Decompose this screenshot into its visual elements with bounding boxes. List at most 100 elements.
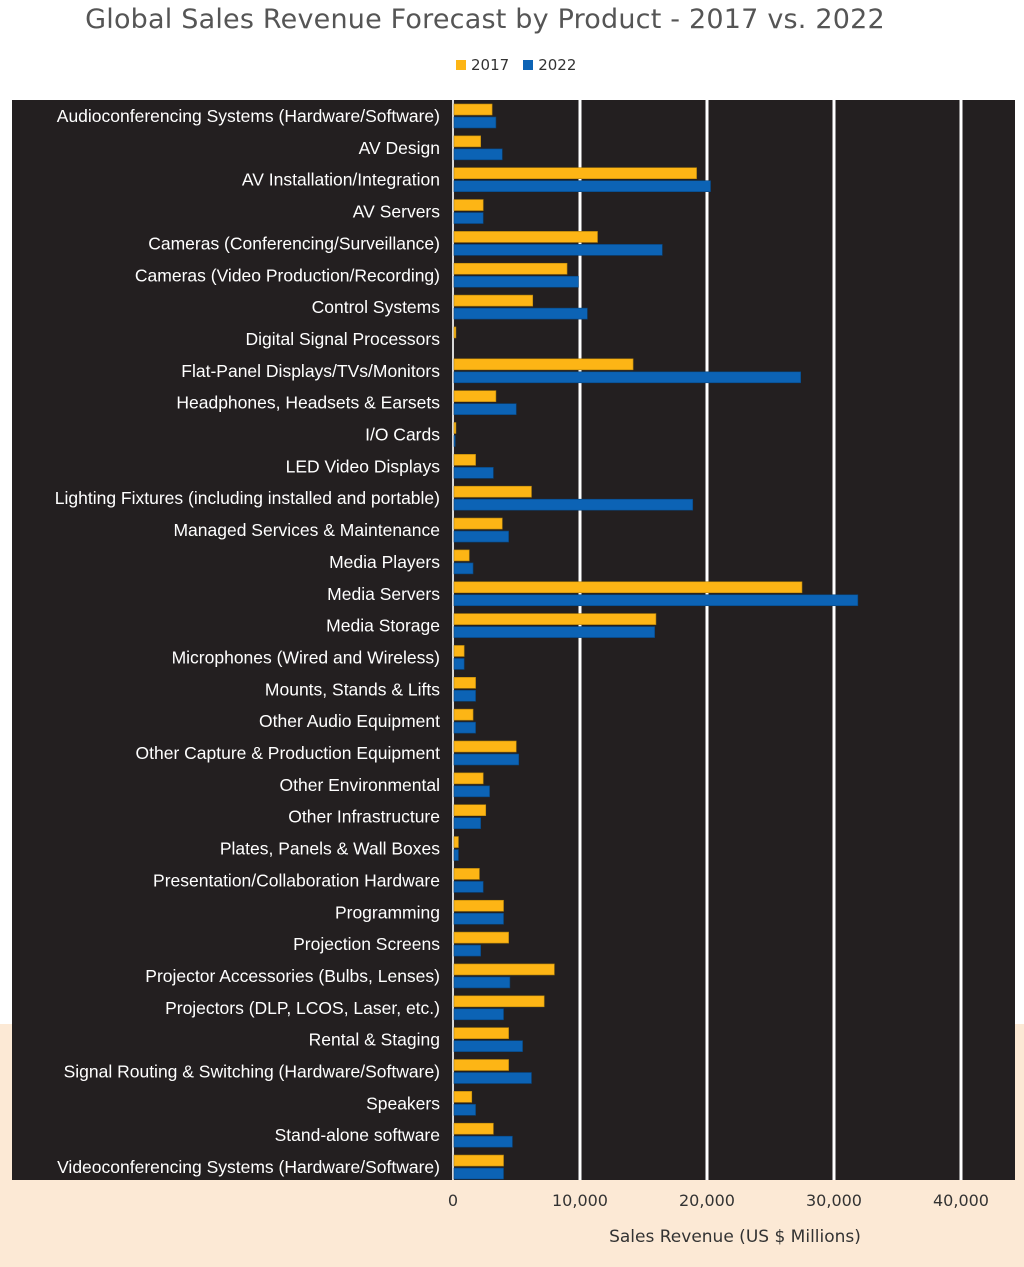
bar-2022 [453, 1072, 532, 1084]
legend-item-2017: 2017 [456, 56, 509, 74]
bar-2022 [453, 307, 588, 320]
category-label: Media Servers [327, 584, 440, 604]
category-label: Media Storage [326, 616, 440, 636]
bar-2017 [453, 1059, 509, 1071]
category-label: Audioconferencing Systems (Hardware/Soft… [57, 106, 440, 126]
bar-2022 [453, 467, 494, 479]
bar-2017 [453, 167, 697, 179]
bar-2022 [453, 275, 579, 288]
category-label: AV Installation/Integration [242, 170, 440, 190]
bar-2022 [453, 530, 509, 543]
bar-2022 [453, 881, 484, 893]
bar-2022 [453, 594, 859, 607]
category-label: Presentation/Collaboration Hardware [153, 870, 440, 890]
legend-swatch-2022 [523, 60, 534, 70]
category-label: Projection Screens [293, 934, 440, 954]
bar-2017 [453, 836, 459, 848]
category-label: Flat-Panel Displays/TVs/Monitors [181, 361, 440, 381]
bar-2022 [453, 116, 497, 129]
category-label: Managed Services & Maintenance [173, 520, 440, 540]
x-tick-label: 40,000 [933, 1191, 989, 1210]
bar-2017 [453, 931, 509, 944]
category-label: Other Environmental [280, 775, 441, 795]
bar-2017 [453, 676, 476, 689]
category-label: Control Systems [312, 297, 441, 317]
bar-2022 [453, 212, 484, 224]
category-label: I/O Cards [365, 425, 440, 445]
bar-2017 [453, 995, 545, 1008]
category-label: Projectors (DLP, LCOS, Laser, etc.) [165, 998, 440, 1018]
category-label: Media Players [329, 552, 440, 572]
category-label: Mounts, Stands & Lifts [265, 679, 440, 699]
bar-2022 [453, 944, 481, 957]
bar-2017 [453, 708, 474, 721]
x-tick-label: 20,000 [679, 1191, 735, 1210]
bar-2022 [453, 498, 694, 511]
bar-2017 [453, 549, 470, 562]
category-label: Cameras (Conferencing/Surveillance) [148, 233, 440, 253]
legend-label-2022: 2022 [538, 56, 577, 74]
x-axis-title: Sales Revenue (US $ Millions) [609, 1227, 861, 1247]
category-label: Lighting Fixtures (including installed a… [55, 488, 440, 508]
bar-2022 [453, 689, 476, 702]
x-tick-label: 10,000 [552, 1191, 608, 1210]
bar-2022 [453, 562, 474, 575]
bar-2017 [453, 454, 476, 466]
bar-2022 [453, 180, 711, 192]
bar-2017 [453, 1122, 494, 1135]
legend-swatch-2017 [456, 60, 466, 70]
bar-2017 [453, 1154, 504, 1167]
bar-2017 [453, 581, 803, 594]
chart-title: Global Sales Revenue Forecast by Product… [85, 4, 885, 35]
bar-2022 [453, 658, 465, 670]
bar-2022 [453, 785, 490, 798]
category-label: Rental & Staging [309, 1030, 440, 1050]
category-label: AV Servers [353, 202, 440, 222]
bar-2017 [453, 772, 484, 785]
bar-2017 [453, 1091, 473, 1103]
x-tick-label: 0 [448, 1191, 458, 1210]
bar-2017 [453, 740, 517, 753]
bar-2017 [453, 868, 480, 880]
category-label: Programming [335, 902, 440, 922]
category-label: Digital Signal Processors [245, 329, 440, 349]
bar-2022 [453, 403, 517, 415]
bar-2022 [453, 1167, 504, 1180]
category-label: Speakers [366, 1093, 440, 1113]
bar-2022 [453, 721, 476, 734]
category-label: Videoconferencing Systems (Hardware/Soft… [57, 1157, 440, 1177]
category-label: Other Capture & Production Equipment [136, 743, 441, 763]
bar-2017 [453, 326, 457, 339]
bar-2022 [453, 1040, 523, 1052]
category-label: AV Design [359, 138, 440, 158]
bar-2022 [453, 244, 663, 256]
bar-2022 [453, 912, 504, 925]
bar-2017 [453, 422, 457, 434]
bar-2017 [453, 963, 555, 976]
bar-2017 [453, 645, 465, 657]
bar-2017 [453, 613, 657, 625]
category-label: Plates, Panels & Wall Boxes [220, 839, 440, 859]
bar-2022 [453, 817, 481, 830]
category-label: Other Audio Equipment [259, 711, 440, 731]
bar-2017 [453, 262, 568, 275]
legend-item-2022: 2022 [523, 56, 576, 74]
bar-2017 [453, 358, 634, 371]
bar-2017 [453, 485, 532, 498]
bar-2022 [453, 1008, 504, 1021]
bar-2017 [453, 517, 503, 530]
bar-2017 [453, 135, 481, 148]
x-tick-label: 30,000 [806, 1191, 862, 1210]
bar-2022 [453, 626, 655, 638]
bar-2017 [453, 899, 504, 912]
bar-2017 [453, 294, 534, 307]
category-label: Stand-alone software [275, 1125, 440, 1145]
bar-2022 [453, 976, 511, 989]
category-label: Headphones, Headsets & Earsets [176, 393, 440, 413]
category-label: Cameras (Video Production/Recording) [135, 265, 440, 285]
bar-2022 [453, 148, 503, 161]
category-label: Microphones (Wired and Wireless) [172, 647, 440, 667]
category-label: Projector Accessories (Bulbs, Lenses) [145, 966, 440, 986]
category-label: Signal Routing & Switching (Hardware/Sof… [64, 1062, 440, 1082]
legend-label-2017: 2017 [471, 56, 510, 74]
